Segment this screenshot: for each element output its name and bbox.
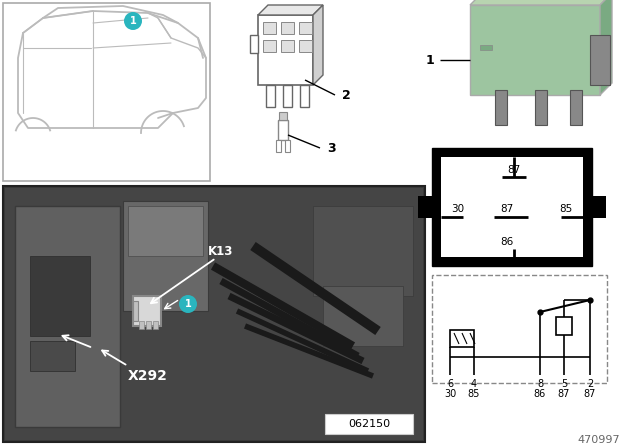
Text: 1: 1 [184, 299, 191, 309]
Text: 85: 85 [468, 389, 480, 399]
Circle shape [124, 12, 142, 30]
Text: 1: 1 [130, 16, 136, 26]
Text: 87: 87 [500, 204, 514, 214]
Text: 2: 2 [587, 379, 593, 389]
Bar [128, 206, 203, 256]
Bar [432, 148, 592, 266]
Text: 470997: 470997 [577, 435, 620, 445]
Bar [153, 321, 158, 329]
Text: 30: 30 [444, 389, 456, 399]
Bar [470, 5, 600, 95]
Bar [146, 321, 151, 329]
Bar [480, 45, 492, 50]
Bar [556, 317, 572, 335]
Bar [5, 188, 423, 440]
Bar [258, 15, 313, 85]
Bar [441, 157, 583, 257]
Bar [281, 22, 294, 34]
Text: 2: 2 [342, 89, 351, 102]
Polygon shape [470, 0, 612, 5]
Bar [299, 40, 312, 52]
Text: 3: 3 [327, 142, 335, 155]
Bar [325, 414, 413, 434]
Bar [276, 140, 281, 152]
Bar [3, 3, 210, 181]
Circle shape [179, 295, 197, 313]
Bar [263, 40, 276, 52]
Bar [495, 90, 507, 125]
Text: 85: 85 [560, 204, 573, 214]
Bar [279, 112, 287, 120]
Bar [278, 120, 288, 140]
Bar [570, 90, 582, 125]
Bar [418, 196, 432, 218]
Bar [281, 40, 294, 52]
Bar [123, 201, 208, 311]
Polygon shape [600, 0, 612, 95]
Bar [3, 186, 425, 442]
Bar [263, 22, 276, 34]
Bar [432, 275, 607, 383]
Text: 6: 6 [447, 379, 453, 389]
Bar [283, 85, 292, 107]
Bar [323, 286, 403, 346]
Bar [285, 140, 290, 152]
Bar [535, 90, 547, 125]
Bar [133, 301, 138, 321]
Bar [592, 196, 606, 218]
Text: K13: K13 [208, 245, 234, 258]
Text: 30: 30 [451, 204, 464, 214]
Bar [250, 35, 258, 53]
Bar [139, 321, 144, 329]
Bar [15, 206, 120, 427]
Text: 87: 87 [584, 389, 596, 399]
Text: 87: 87 [558, 389, 570, 399]
Bar [313, 206, 413, 296]
Text: 86: 86 [534, 389, 546, 399]
Text: 86: 86 [500, 237, 514, 247]
Text: 4: 4 [471, 379, 477, 389]
Bar [30, 256, 90, 336]
Text: 1: 1 [425, 53, 434, 66]
Bar [30, 341, 75, 371]
Text: 5: 5 [561, 379, 567, 389]
Polygon shape [258, 5, 323, 15]
Text: 87: 87 [508, 165, 520, 175]
Text: 8: 8 [537, 379, 543, 389]
Bar [300, 85, 309, 107]
Text: 062150: 062150 [348, 419, 390, 429]
Bar [450, 330, 474, 347]
Polygon shape [313, 5, 323, 85]
Bar [299, 22, 312, 34]
Bar [590, 35, 610, 85]
Bar [133, 296, 161, 326]
Text: X292: X292 [128, 369, 168, 383]
Bar [266, 85, 275, 107]
